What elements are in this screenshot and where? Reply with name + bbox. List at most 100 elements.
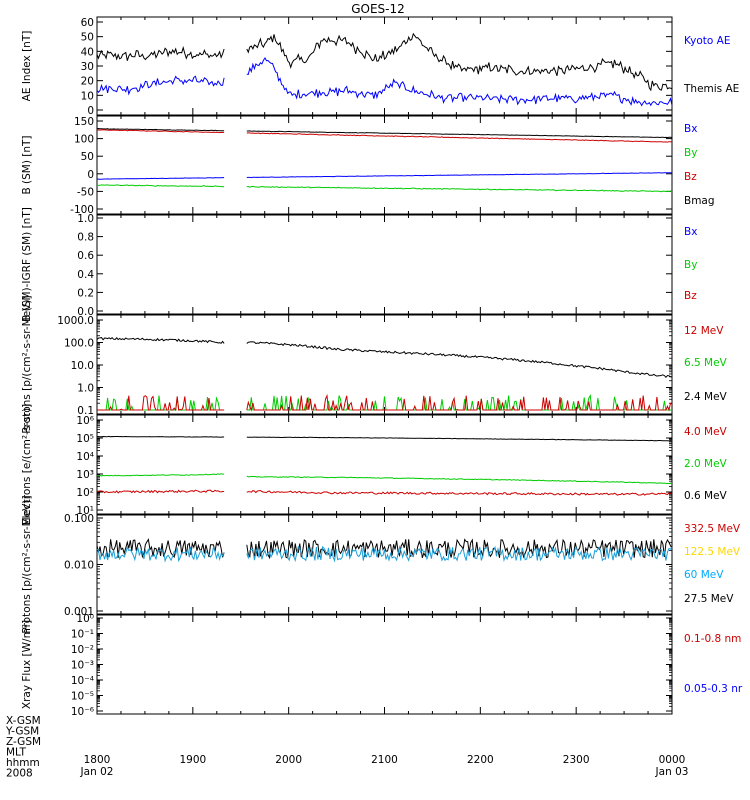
y-tick-label: 0.6 — [77, 250, 94, 262]
series-line-6-5-mev — [97, 395, 225, 411]
series-line-12-mev — [246, 393, 673, 412]
x-tick-label: 2300 — [563, 754, 590, 766]
series-line-4-0-mev — [96, 489, 225, 494]
y-tick-label: -100 — [70, 204, 94, 216]
y-axis-label: AE Index [nT] — [21, 31, 33, 102]
x-tick-label: 1800 — [84, 754, 111, 766]
x-row-label: 2008 — [6, 768, 33, 780]
y-tick-label: 10² — [76, 487, 94, 499]
legend-entry: 4.0 MeV — [684, 426, 728, 438]
panel-frame — [96, 614, 673, 715]
series-line-bx — [96, 176, 225, 180]
legend-entry: 122.5 MeV — [684, 546, 741, 558]
y-axis-label: Protons [p/(cm²-s-sr-MeV)] — [21, 295, 33, 433]
series-line-60-mev — [246, 545, 673, 563]
series-line-kyoto-ae — [96, 75, 225, 96]
legend-entry: Themis AE — [683, 83, 739, 95]
panel-2: -100 -50 0 50 100 150 B (SM) [nT] Bx By Bz Bmag — [21, 115, 715, 216]
y-tick-label: 60 — [81, 17, 94, 29]
series-line-bmag — [246, 130, 673, 139]
series-line-4-0-mev — [246, 489, 673, 496]
y-tick-label: 1.0 — [77, 213, 94, 225]
y-tick-label: 150 — [74, 116, 94, 128]
series-line-27-5-mev — [96, 538, 225, 559]
legend-entry: 0.6 MeV — [684, 490, 728, 502]
y-tick-label: -50 — [77, 186, 94, 198]
y-tick-label: 0.100 — [64, 513, 94, 525]
series-line-themis-ae — [246, 32, 673, 92]
y-tick-label: 10⁻¹ — [71, 629, 94, 641]
y-tick-label: 10 — [81, 90, 94, 102]
panel-frame — [96, 115, 673, 215]
y-tick-label: 1000.0 — [57, 315, 94, 327]
legend-entry: Bx — [684, 226, 697, 238]
series-line-2-0-mev — [96, 473, 225, 477]
series-line-bz — [246, 132, 673, 143]
y-tick-label: 10⁶ — [76, 415, 94, 427]
series-line-2-0-mev — [246, 475, 673, 485]
y-tick-label: 0.0 — [77, 306, 94, 318]
series-line-2-4-mev — [96, 337, 225, 344]
legend-entry: 6.5 MeV — [684, 357, 728, 369]
y-axis-label: B (SM)-IGRF (SM) [nT] — [21, 207, 33, 322]
legend-entry: 12 MeV — [684, 325, 724, 337]
y-tick-label: 10⁻³ — [71, 660, 94, 672]
x-row-label: Z-GSM — [6, 736, 41, 748]
y-axis-label: B (SM) [nT] — [21, 135, 33, 194]
x-row-label: hhmm — [6, 757, 40, 769]
y-tick-label: 0.4 — [77, 269, 94, 281]
y-tick-label: 50 — [81, 151, 94, 163]
y-tick-label: 0.2 — [77, 287, 94, 299]
panel-frame — [96, 214, 673, 315]
x-date-label: Jan 03 — [655, 766, 689, 778]
panel-7: 10⁻⁶ 10⁻⁵ 10⁻⁴ 10⁻³ 10⁻² 10⁻¹ 10⁰ Xray Flux [W/… — [21, 613, 743, 718]
panel-frame — [96, 16, 673, 116]
x-tick-label: 2000 — [275, 754, 302, 766]
y-tick-label: 40 — [81, 46, 94, 58]
legend-entry: 2.0 MeV — [684, 458, 728, 470]
legend-entry: 60 MeV — [684, 569, 724, 581]
x-tick-label: 1900 — [179, 754, 206, 766]
x-tick-label: 0000 — [659, 754, 686, 766]
y-tick-label: 10¹ — [76, 505, 94, 517]
panel-5: 10¹ 10² 10³ 10⁴ 10⁵ 10⁶ Electrons [e/(cm²-s-sr… — [21, 404, 728, 525]
x-row-label: MLT — [6, 747, 26, 759]
series-line-bz — [96, 129, 225, 134]
y-axis-label: Electrons [e/(cm²-s-sr)] — [21, 404, 33, 525]
panel-frame — [96, 514, 673, 615]
legend-entry: Kyoto AE — [684, 35, 730, 47]
x-tick-label: 2200 — [467, 754, 494, 766]
x-tick-label: 2100 — [371, 754, 398, 766]
panel-6: 0.001 0.010 0.100 Protons [p/(cm²-s-sr-MeV)… — [21, 495, 741, 633]
legend-entry: By — [684, 147, 697, 159]
y-tick-label: 10⁵ — [76, 433, 94, 445]
legend-entry: Bz — [684, 171, 697, 183]
chart-title: GOES-12 — [351, 2, 405, 16]
legend-entry: Bx — [684, 123, 697, 135]
y-tick-label: 10⁰ — [76, 613, 94, 625]
x-row-label: X-GSM — [6, 715, 41, 727]
y-tick-label: 10³ — [76, 469, 94, 481]
y-tick-label: 0.1 — [77, 405, 94, 417]
series-line-kyoto-ae — [246, 57, 673, 107]
series-line-27-5-mev — [246, 538, 673, 560]
legend-entry: 27.5 MeV — [684, 593, 734, 605]
series-line-bx — [246, 172, 673, 179]
y-axis-label: Xray Flux [W/m²] — [21, 620, 33, 709]
x-row-label: Y-GSM — [5, 726, 39, 738]
panel-3: 0.0 0.2 0.4 0.6 0.8 1.0 B (SM)-IGRF (SM) [nT] B… — [21, 207, 697, 322]
y-tick-label: 0 — [87, 105, 94, 117]
panels-group: 0 10 20 30 40 50 60 AE Index [nT] Kyoto AE Themis… — [21, 16, 743, 718]
series-line-60-mev — [96, 545, 225, 563]
y-tick-label: 10⁴ — [76, 451, 94, 463]
y-tick-label: 100.0 — [64, 338, 94, 350]
series-line-2-4-mev — [246, 341, 673, 379]
series-line-12-mev — [97, 395, 225, 412]
y-tick-label: 10⁻² — [71, 644, 94, 656]
y-tick-label: 100 — [74, 134, 94, 146]
y-tick-label: 10⁻⁵ — [71, 691, 94, 703]
y-tick-label: 10⁻⁶ — [71, 706, 94, 718]
y-tick-label: 10⁻⁴ — [71, 675, 94, 687]
